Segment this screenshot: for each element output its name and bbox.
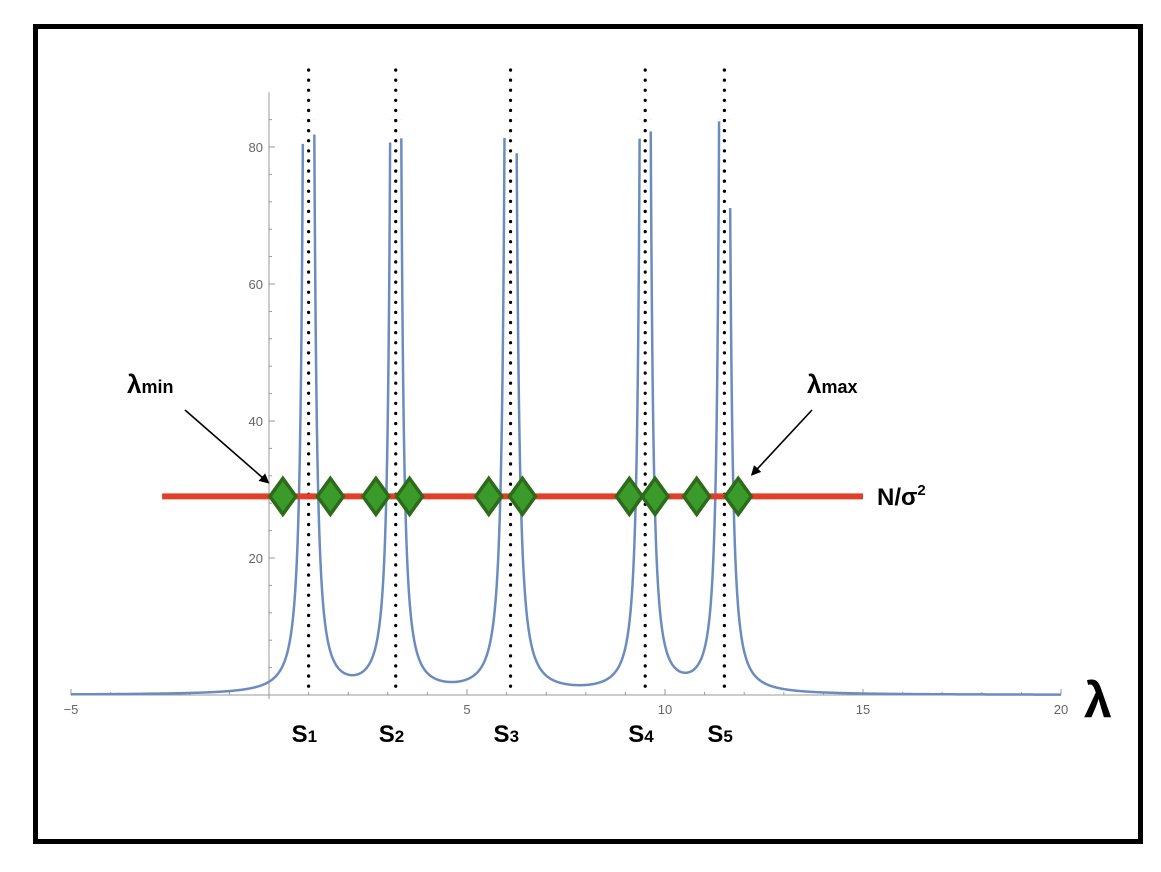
- lambda-min-label: λmin: [127, 369, 173, 399]
- x-tick-label: 20: [1054, 702, 1068, 717]
- x-tick-label: 15: [856, 702, 870, 717]
- y-tick-label: 40: [249, 414, 263, 429]
- threshold-label: N/σ2: [877, 482, 926, 511]
- curve-segment: [649, 121, 721, 675]
- pole-label-s3: S3: [494, 721, 519, 748]
- curve: [71, 119, 1061, 696]
- intersection-marker: [360, 475, 392, 518]
- pole-label-s5: S5: [707, 721, 732, 748]
- intersection-marker: [473, 475, 504, 518]
- lambda-min-arrow: [184, 409, 270, 484]
- y-tick-label: 60: [249, 277, 263, 292]
- intersection-marker: [315, 475, 346, 518]
- curve-segment: [400, 137, 506, 684]
- pole-label-s1: S1: [292, 721, 317, 748]
- figure-frame: [33, 24, 1143, 844]
- intersection-marker: [394, 475, 425, 518]
- y-tick-label: 20: [249, 551, 263, 566]
- lambda-max-arrow: [750, 409, 813, 476]
- curve-segment: [728, 208, 1061, 696]
- y-tick-label: 80: [249, 140, 263, 155]
- curve-segment: [71, 143, 305, 696]
- intersection-marker: [507, 475, 538, 518]
- pole-label-s4: S4: [628, 721, 654, 748]
- labels: S1 S2 S3 S4 S5 λmin λmax: [127, 369, 858, 748]
- intersection-marker: [723, 475, 754, 518]
- x-axis-label: λ: [1084, 672, 1112, 728]
- intersection-marker: [267, 475, 299, 518]
- axes: −5 5 10 15 20 20 40 60 80 λ: [64, 92, 1112, 728]
- curve-segment: [515, 138, 641, 687]
- lambda-max-label: λmax: [807, 369, 858, 399]
- curve-segment: [313, 134, 392, 677]
- x-tick-label: 10: [658, 702, 672, 717]
- pole-lines: [307, 68, 727, 692]
- intersection-marker: [681, 475, 712, 518]
- pole-label-s2: S2: [379, 721, 404, 748]
- intersection-marker: [639, 475, 671, 518]
- intersection-markers: [267, 475, 754, 518]
- x-tick-label: −5: [64, 702, 79, 717]
- x-tick-label: 5: [463, 702, 470, 717]
- intersection-marker: [614, 475, 645, 518]
